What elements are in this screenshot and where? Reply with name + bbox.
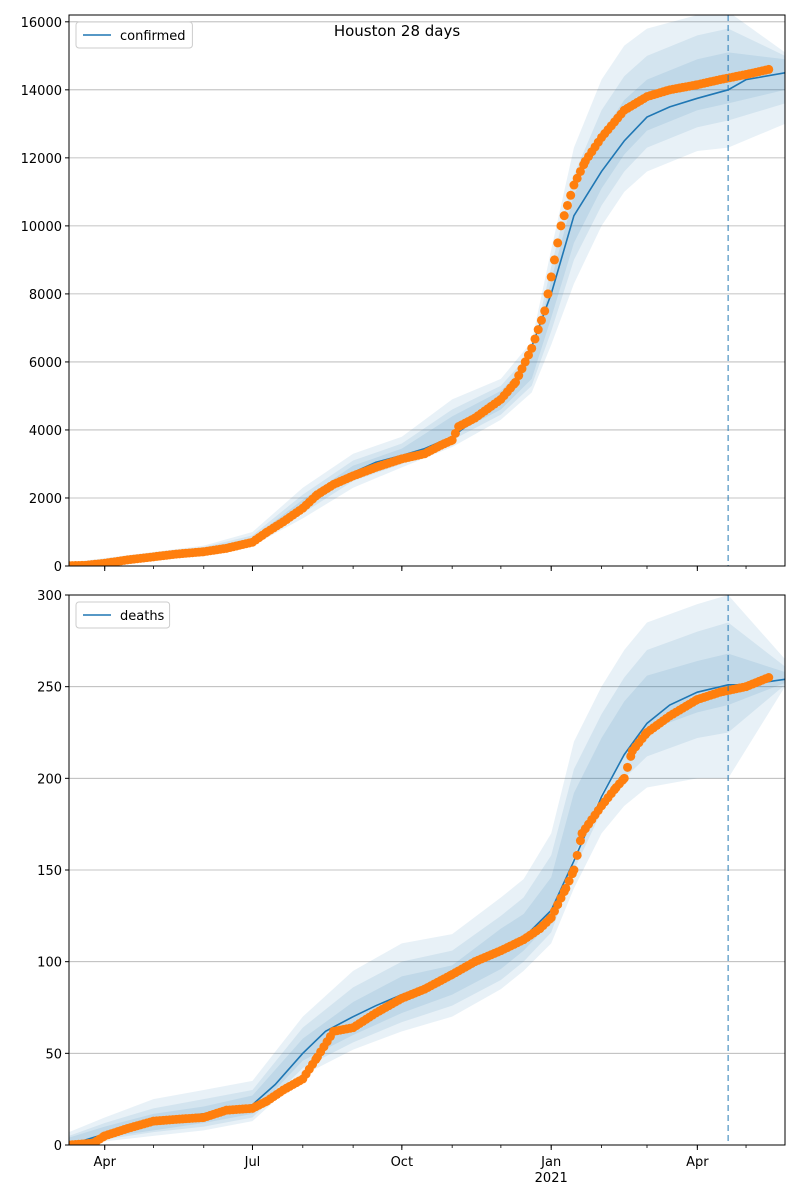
- observed-point: [533, 325, 543, 335]
- observed-point: [517, 364, 527, 374]
- observed-point: [536, 315, 546, 325]
- observed-point: [546, 272, 556, 282]
- x-tick-label: Apr: [93, 1155, 116, 1170]
- y-tick-label: 12000: [21, 152, 62, 167]
- observed-point: [527, 343, 537, 353]
- observed-point: [543, 289, 553, 299]
- observed-point: [530, 334, 540, 344]
- legend: deaths: [75, 601, 171, 629]
- observed-point: [540, 306, 550, 316]
- observed-point: [623, 762, 633, 772]
- observed-point: [764, 673, 774, 682]
- y-tick-label: 0: [54, 1139, 62, 1154]
- y-tick-label: 4000: [29, 424, 62, 439]
- observed-point: [561, 883, 571, 893]
- uncertainty-band-3: [69, 653, 785, 1145]
- observed-point: [562, 200, 572, 210]
- plot-area: [69, 15, 785, 566]
- y-tick-label: 200: [37, 772, 62, 787]
- x-tick-label: Jul: [244, 1155, 261, 1170]
- legend-box: [75, 21, 193, 49]
- legend: confirmed: [75, 21, 193, 49]
- observed-point: [523, 350, 533, 360]
- observed-point: [575, 836, 585, 846]
- y-tick-label: 150: [37, 864, 62, 879]
- x-tick-label: Apr: [686, 1155, 709, 1170]
- observed-point: [569, 180, 579, 190]
- observed-point: [572, 850, 582, 860]
- x-tick-sublabel: 2021: [535, 1171, 568, 1186]
- plot-area: [69, 595, 785, 1145]
- legend-label: confirmed: [120, 29, 186, 44]
- y-tick-label: 50: [45, 1047, 62, 1062]
- uncertainty-band-1: [69, 15, 785, 566]
- observed-point: [556, 221, 566, 231]
- legend-label: deaths: [120, 609, 165, 624]
- observed-point: [572, 173, 582, 183]
- y-tick-label: 250: [37, 681, 62, 696]
- observed-point: [559, 211, 569, 221]
- y-tick-label: 14000: [21, 84, 62, 99]
- y-tick-label: 300: [37, 589, 62, 604]
- uncertainty-band-2: [69, 28, 785, 566]
- observed-point: [564, 876, 574, 886]
- observed-point: [450, 428, 460, 438]
- x-tick-label: Oct: [391, 1155, 413, 1170]
- panel-1: 0 2000 4000 6000 8000 10000 12000 14000 16000 Hou…: [21, 14, 786, 575]
- observed-point: [549, 255, 559, 265]
- observed-point: [764, 64, 774, 74]
- uncertainty-band-1: [69, 595, 785, 1145]
- legend-box: [75, 601, 171, 629]
- observed-point: [514, 371, 524, 381]
- y-tick-label: 100: [37, 956, 62, 971]
- axes-frame: [68, 14, 786, 567]
- observed-point: [575, 166, 585, 176]
- observed-point: [510, 377, 520, 387]
- y-tick-label: 2000: [29, 492, 62, 507]
- y-tick-label: 0: [54, 560, 62, 575]
- observed-point: [619, 773, 629, 783]
- x-tick-label: Jan: [540, 1155, 561, 1170]
- observed-point: [569, 865, 579, 875]
- observed-point: [520, 357, 530, 367]
- y-tick-label: 8000: [29, 288, 62, 303]
- observed-point: [566, 190, 576, 200]
- observed-point: [553, 238, 563, 248]
- observed-point: [447, 435, 457, 445]
- uncertainty-band-3: [69, 52, 785, 566]
- y-tick-label: 6000: [29, 356, 62, 371]
- y-tick-label: 10000: [21, 220, 62, 235]
- chart-title: Houston 28 days: [334, 22, 461, 40]
- uncertainty-band-2: [69, 622, 785, 1145]
- y-tick-label: 16000: [21, 16, 62, 31]
